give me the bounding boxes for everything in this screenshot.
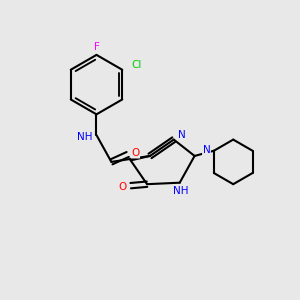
Text: N: N (202, 145, 210, 155)
Text: Cl: Cl (131, 60, 142, 70)
Text: NH: NH (77, 132, 93, 142)
Text: N: N (178, 130, 186, 140)
Text: O: O (131, 148, 140, 158)
Text: O: O (118, 182, 126, 192)
Text: F: F (94, 43, 99, 52)
Text: NH: NH (173, 186, 189, 196)
